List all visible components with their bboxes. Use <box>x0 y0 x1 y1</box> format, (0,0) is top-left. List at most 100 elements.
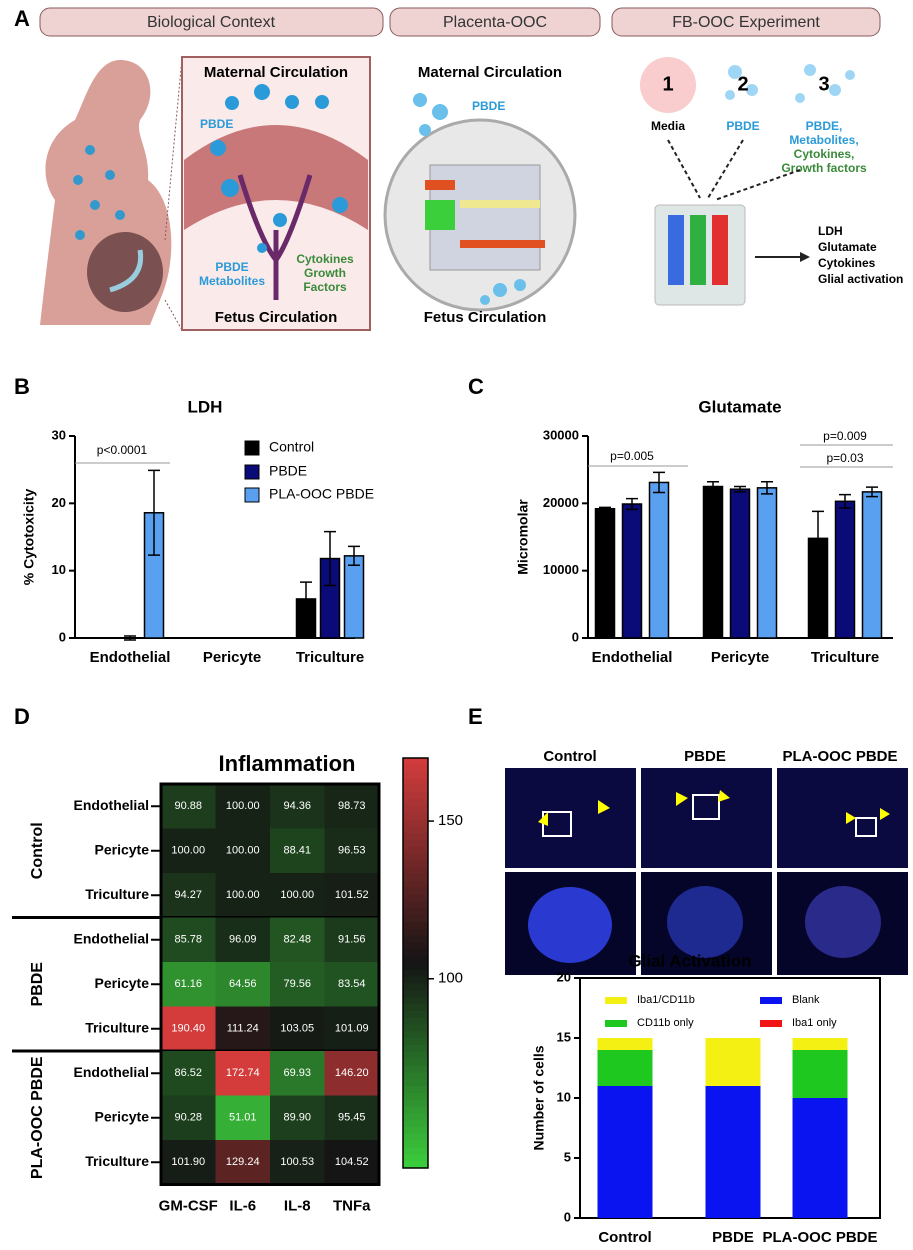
dots <box>413 93 526 305</box>
y-axis-label: Micromolar <box>515 499 531 575</box>
y-tick-label: 5 <box>564 1149 571 1164</box>
colorbar-step <box>403 1140 428 1148</box>
label: Growth <box>304 266 346 280</box>
cell-label: 51.01 <box>229 1112 257 1124</box>
colorbar-step <box>403 833 428 841</box>
cell-label: 100.53 <box>280 1156 314 1168</box>
label: PBDE <box>215 260 248 274</box>
readout: Glutamate <box>818 240 877 254</box>
womb <box>87 232 163 312</box>
legend-swatch <box>244 464 260 480</box>
legend-swatch <box>244 487 260 503</box>
y-tick-label: 20 <box>52 495 66 510</box>
inset-box <box>692 794 720 820</box>
x-tick-label: Endothelial <box>90 649 171 666</box>
colorbar-step <box>403 792 428 800</box>
cell-label: 96.09 <box>229 934 257 946</box>
group-label: PBDE <box>29 962 46 1007</box>
cell-label: 101.52 <box>335 889 369 901</box>
cell-label: 101.09 <box>335 1023 369 1035</box>
step-label: Cytokines, <box>794 147 855 161</box>
colorbar-step <box>403 1086 428 1094</box>
arrowheads <box>538 790 890 826</box>
heat-cell <box>324 917 379 962</box>
cell-label: 100.00 <box>171 845 205 857</box>
colorbar-step <box>403 1004 428 1012</box>
heat-cell <box>215 828 270 873</box>
error-bar <box>707 481 719 492</box>
colorbar-step <box>403 771 428 779</box>
colorbar-tick-label: 150 <box>438 812 463 829</box>
heat-cell <box>161 1006 216 1051</box>
colorbar-step <box>403 935 428 943</box>
panel-label: C <box>468 374 484 399</box>
colorbar-step <box>403 894 428 902</box>
heat-cell <box>215 1006 270 1051</box>
error-bar <box>812 510 824 567</box>
heat-cell <box>324 828 379 873</box>
cell-label: 79.56 <box>283 978 311 990</box>
group-label: Control <box>29 822 46 879</box>
colorbar-step <box>403 997 428 1005</box>
colorbar-step <box>403 860 428 868</box>
cell-label: 89.90 <box>283 1112 311 1124</box>
x-tick-label: Pericyte <box>711 649 769 666</box>
bar <box>343 555 365 639</box>
cell-label: 69.93 <box>283 1067 311 1079</box>
colorbar-step <box>403 867 428 875</box>
cell-label: 61.16 <box>174 978 202 990</box>
cell-label: 94.27 <box>174 889 202 901</box>
readout: Cytokines <box>818 256 876 270</box>
column-label: GM-CSF <box>159 1197 218 1214</box>
legend-label: Iba1/CD11b <box>637 994 695 1006</box>
bar-segment <box>597 1050 653 1086</box>
bar-segment <box>705 1038 761 1086</box>
heat-cell <box>215 1095 270 1140</box>
legend-label: Control <box>269 439 314 455</box>
bar <box>648 481 670 639</box>
legend-swatch <box>760 997 782 1004</box>
legend-label: PBDE <box>269 463 307 479</box>
colorbar-tick-label: 100 <box>438 970 463 987</box>
bar <box>594 507 616 639</box>
column-label: IL-8 <box>284 1197 311 1214</box>
colorbar-step <box>403 1147 428 1155</box>
y-tick-label: 15 <box>557 1029 571 1044</box>
channel <box>460 200 540 208</box>
annotation: p=0.005 <box>610 449 654 463</box>
heat-cell <box>161 873 216 918</box>
heat-cell <box>324 1051 379 1096</box>
bar <box>834 500 856 639</box>
heat-cell <box>215 873 270 918</box>
bar-segment <box>597 1086 653 1218</box>
bar-segment <box>792 1098 848 1218</box>
header: Placenta-OOC <box>443 14 547 31</box>
label: Cytokines <box>296 252 354 266</box>
colorbar-step <box>403 1072 428 1080</box>
legend-swatch <box>760 1020 782 1027</box>
bar <box>702 485 724 639</box>
channel <box>425 180 455 190</box>
label: PBDE <box>472 99 505 113</box>
colorbar-step <box>403 764 428 773</box>
chamber <box>712 215 728 285</box>
bar-segment <box>705 1086 761 1218</box>
colorbar-step <box>403 846 428 855</box>
cell-label: 190.40 <box>171 1023 205 1035</box>
cell-label: 88.41 <box>283 845 311 857</box>
error-bar <box>761 481 773 495</box>
panel-a: A Biological Context Placenta-OOC FB-OOC… <box>14 6 903 331</box>
heat-cell <box>324 1095 379 1140</box>
group-label: PLA-OOC PBDE <box>29 1056 46 1179</box>
row-label: Endothelial <box>74 1064 149 1080</box>
colorbar-step <box>403 963 428 971</box>
bar-segment <box>792 1038 848 1050</box>
cell-label: 64.56 <box>229 978 257 990</box>
heat-cell <box>161 784 216 829</box>
cell-label: 100.00 <box>226 845 260 857</box>
heat-cell <box>215 1140 270 1185</box>
colorbar-step <box>403 874 428 882</box>
colorbar-step <box>403 1099 428 1107</box>
label: Maternal Circulation <box>418 64 562 81</box>
